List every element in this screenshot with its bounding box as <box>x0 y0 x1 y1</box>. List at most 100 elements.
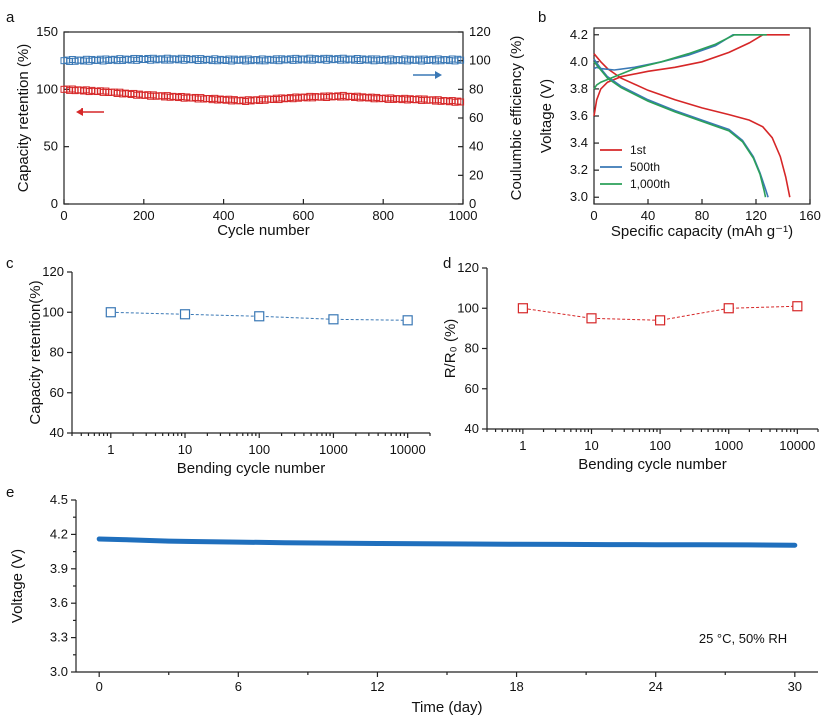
panel-label-b: b <box>538 9 546 26</box>
y2-tick-label: 20 <box>469 167 483 182</box>
x-tick-label: 800 <box>372 208 394 223</box>
panel-label-c: c <box>6 255 14 272</box>
data-point <box>517 303 528 314</box>
x-tick-label: 120 <box>745 208 767 223</box>
y-tick-label: 3.0 <box>570 189 588 204</box>
series-arrows <box>76 71 442 116</box>
y-tick-label: 3.3 <box>50 630 68 645</box>
y-axis-label: Capacity retention(%) <box>27 280 44 424</box>
data-point <box>457 98 465 106</box>
x-tick-label: 0 <box>96 679 103 694</box>
y-tick-label: 4.0 <box>570 54 588 69</box>
x-tick-label: 200 <box>133 208 155 223</box>
chart-panel-a: 0 200 400 600 800 100005010015002040608010012… <box>15 24 525 239</box>
data-point <box>655 315 666 326</box>
chart-panel-c: 1 10 100 1000 10000 40 60 80 100 120 Bending cycle… <box>27 264 431 477</box>
y-axis-label: R/R₀ (%) <box>442 319 459 379</box>
y-tick-label: 120 <box>457 260 479 275</box>
x-tick-label: 12 <box>370 679 384 694</box>
y-tick-label: 40 <box>50 425 64 440</box>
series-line-1,000th-charge <box>593 33 767 90</box>
y2-tick-label: 80 <box>469 81 483 96</box>
arrow-right-head <box>435 71 442 79</box>
y2-tick-label: 40 <box>469 139 483 154</box>
y-axis-label: Capacity retention (%) <box>15 44 32 192</box>
y2-tick-label: 120 <box>469 24 491 39</box>
series-coulombic-efficiency <box>60 54 465 65</box>
y-tick-label: 80 <box>465 341 479 356</box>
annotation-conditions: 25 °C, 50% RH <box>699 631 787 646</box>
x-tick-label: 0 <box>590 208 597 223</box>
series-line-1st-charge <box>593 33 790 117</box>
x-tick-label: 1 <box>107 442 114 457</box>
x-tick-label: 6 <box>235 679 242 694</box>
data-point <box>402 315 413 326</box>
y-axis-label: Voltage (V) <box>538 79 555 153</box>
x-tick-label: 1000 <box>714 438 743 453</box>
y-tick-label: 100 <box>42 304 64 319</box>
y-tick-label: 120 <box>42 264 64 279</box>
x-axis-label: Time (day) <box>411 699 482 716</box>
y2-axis-label: Coulumbic efficiency (%) <box>508 36 525 201</box>
data-point <box>723 303 734 314</box>
y-tick-label: 3.6 <box>570 108 588 123</box>
series-line-500th-discharge <box>593 58 769 198</box>
x-tick-label: 10 <box>178 442 192 457</box>
y-tick-label: 0 <box>51 196 58 211</box>
y-tick-label: 3.2 <box>570 162 588 177</box>
x-axis-label: Specific capacity (mAh g⁻¹) <box>611 223 793 240</box>
x-tick-label: 18 <box>509 679 523 694</box>
y-tick-label: 3.6 <box>50 595 68 610</box>
legend-label: 1st <box>630 143 647 157</box>
y-axis-label: Voltage (V) <box>9 549 26 623</box>
y2-tick-label: 60 <box>469 110 483 125</box>
x-tick-label: 30 <box>788 679 802 694</box>
y-tick-label: 4.5 <box>50 492 68 507</box>
x-tick-label: 10000 <box>779 438 815 453</box>
y-tick-label: 50 <box>44 139 58 154</box>
y-tick-label: 150 <box>36 24 58 39</box>
series-capacity-retention <box>60 85 465 106</box>
panel-label-e: e <box>6 484 14 501</box>
y-tick-label: 60 <box>465 381 479 396</box>
chart-panel-b: 0 40 80 120 160 3.0 3.2 3.4 3.6 3.8 4.0 4.2 Specific… <box>538 27 821 240</box>
x-axis-label: Bending cycle number <box>578 456 726 473</box>
legend-label: 500th <box>630 160 660 174</box>
x-tick-label: 160 <box>799 208 821 223</box>
x-tick-label: 400 <box>213 208 235 223</box>
y-tick-label: 4.2 <box>50 526 68 541</box>
data-point <box>105 307 116 318</box>
chart-panel-d: 1 10 100 1000 10000 40 60 80 100 120 Bending cycle… <box>442 260 819 473</box>
x-axis-label: Cycle number <box>217 222 310 239</box>
series-line-500th-charge <box>593 33 763 71</box>
x-tick-label: 40 <box>641 208 655 223</box>
data-point <box>792 301 803 312</box>
x-tick-label: 24 <box>648 679 662 694</box>
arrow-left-head <box>76 108 83 116</box>
x-tick-label: 100 <box>248 442 270 457</box>
data-point <box>457 56 465 64</box>
y-tick-label: 100 <box>457 300 479 315</box>
x-tick-label: 10 <box>584 438 598 453</box>
y2-tick-label: 0 <box>469 196 476 211</box>
y-tick-label: 3.4 <box>570 135 588 150</box>
legend-label: 1,000th <box>630 177 670 191</box>
y-tick-label: 80 <box>50 345 64 360</box>
x-tick-label: 0 <box>60 208 67 223</box>
x-tick-label: 1 <box>519 438 526 453</box>
chart-panel-e: 0 6 12 18 24 30 3.0 3.3 3.6 3.9 4.2 4.5 Time (day) Vo… <box>9 492 818 716</box>
panel-label-a: a <box>6 9 15 26</box>
y2-tick-label: 100 <box>469 53 491 68</box>
x-tick-label: 80 <box>695 208 709 223</box>
x-axis-label: Bending cycle number <box>177 460 325 477</box>
x-tick-label: 1000 <box>319 442 348 457</box>
data-point <box>586 313 597 324</box>
y-tick-label: 3.9 <box>50 561 68 576</box>
x-tick-label: 600 <box>293 208 315 223</box>
series-line-voltage <box>96 536 798 548</box>
y-tick-label: 4.2 <box>570 27 588 42</box>
data-point <box>254 311 265 322</box>
x-tick-label: 1000 <box>449 208 478 223</box>
data-point <box>179 309 191 320</box>
